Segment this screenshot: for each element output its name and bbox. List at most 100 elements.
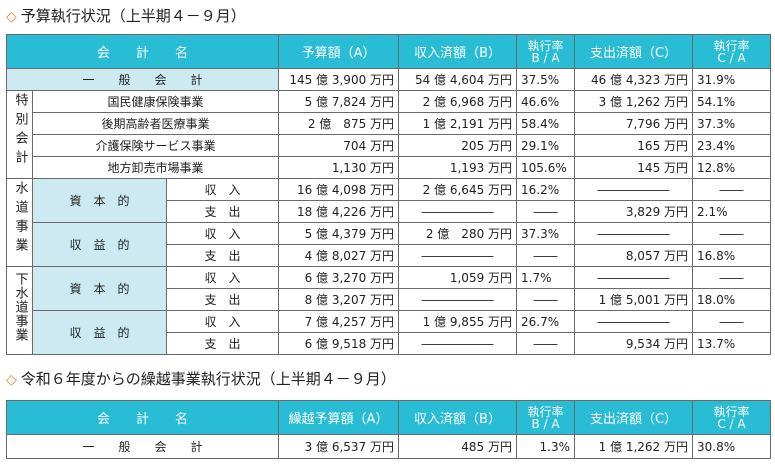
table-row-general: 一 般 会 計 3 億 6,537 万円 485 万円 1.3% 1 億 1,2… [6, 434, 771, 459]
revenue-cell: 1,059 万円 [398, 266, 518, 289]
expense-cell: ―――――― [574, 178, 694, 201]
budget-cell: 704 万円 [278, 134, 400, 157]
col-header-name: 会 計 名 [6, 400, 279, 435]
sub-label-income: 収 入 [165, 222, 280, 245]
col-header-expense: 支出済額（C） [574, 400, 693, 435]
sub-label-income: 収 入 [165, 266, 280, 289]
revenue-cell: 54 億 4,604 万円 [398, 68, 518, 91]
col-header-revenue: 収入済額（B） [398, 400, 517, 435]
col-header-name: 会 計 名 [5, 34, 280, 69]
header-row: 会 計 名 予算額（A） 収入済額（B） 執行率 B / A 支出済額（C） 執行… [5, 34, 772, 69]
rate-ca-cell: 16.8% [692, 244, 772, 267]
kind-label-capital: 資 本 的 [32, 266, 167, 311]
rate-ca-cell: ―― [692, 222, 772, 245]
table-row-water-2: 収 益 的 収 入 5 億 4,379 万円 2 億 280 万円 37.3% … [7, 222, 772, 267]
rate-ba-cell: 105.6% [516, 156, 576, 179]
rate-ca-cell: 37.3% [692, 112, 772, 135]
table-row-general: 一 般 会 計 145 億 3,900 万円 54 億 4,604 万円 37.… [5, 68, 772, 91]
table-row-sewer-2: 収 益 的 収 入 7 億 4,257 万円 1 億 9,855 万円 26.7… [7, 310, 772, 355]
revenue-cell: ―――――― [398, 288, 518, 311]
sub-label-income: 収 入 [165, 178, 280, 201]
row-label: 一 般 会 計 [6, 434, 279, 459]
rate-ba-cell: 37.5% [516, 68, 576, 91]
sub-label-expense: 支 出 [165, 244, 280, 267]
rate-ba-cell: ―― [516, 288, 576, 311]
revenue-cell: 485 万円 [398, 434, 517, 459]
revenue-cell: 1,193 万円 [398, 156, 518, 179]
rate-ba-cell: 37.3% [516, 222, 576, 245]
budget-cell: 145 億 3,900 万円 [278, 68, 400, 91]
rate-ba-cell: 29.1% [516, 134, 576, 157]
table-row-sewer-0: 下水道事業 資 本 的 収 入 6 億 3,270 万円 1,059 万円 1.… [6, 266, 772, 355]
table-row-water-3: 支 出 4 億 8,027 万円 ―――――― ―― 8,057 万円 16.8… [7, 244, 772, 267]
table-row-special-0: 特別会計 国民健康保険事業 5 億 7,824 万円 2 億 6,968 万円 … [6, 90, 772, 179]
col-header-budget: 予算額（A） [278, 34, 400, 69]
rate-ba-cell: 1.3% [516, 434, 575, 459]
row-label: 地方卸売市場事業 [31, 156, 280, 179]
rate-ca-cell: 12.8% [692, 156, 772, 179]
kind-label-profit: 収 益 的 [32, 310, 167, 355]
revenue-cell: ―――――― [398, 332, 518, 355]
expense-cell: ―――――― [574, 222, 694, 245]
expense-cell: 145 万円 [574, 156, 694, 179]
diamond-icon: ◇ [6, 372, 17, 388]
budget-execution-table: 会 計 名 予算額（A） 収入済額（B） 執行率 B / A 支出済額（C） 執行… [5, 34, 772, 355]
budget-cell: 1,130 万円 [278, 156, 400, 179]
expense-cell: ―――――― [574, 266, 694, 289]
col-header-rate-ba: 執行率 B / A [516, 34, 576, 69]
rate-ba-cell: ―― [516, 244, 576, 267]
col-header-rate-ca: 執行率 C / A [692, 400, 771, 435]
col-header-budget: 繰越予算額（A） [278, 400, 399, 435]
row-label: 一 般 会 計 [5, 68, 280, 91]
rate-ca-cell: ―― [692, 266, 772, 289]
rate-ba-cell: ―― [516, 200, 576, 223]
group-label-water: 水道事業 [6, 178, 33, 267]
section2-title: 令和６年度からの繰越事業執行状況（上半期４－９月） [20, 370, 396, 388]
budget-cell: 7 億 4,257 万円 [278, 310, 400, 333]
table-row-special-3: 地方卸売市場事業 1,130 万円 1,193 万円 105.6% 145 万円… [7, 156, 772, 179]
rate-ba-cell: 1.7% [516, 266, 576, 289]
revenue-cell: 2 億 280 万円 [398, 222, 518, 245]
col-header-rate-ba: 執行率 B / A [516, 400, 575, 435]
expense-cell: 3,829 万円 [574, 200, 694, 223]
sub-label-expense: 支 出 [165, 332, 280, 355]
kind-label-profit: 収 益 的 [32, 222, 167, 267]
section1-heading: ◇ 予算執行状況（上半期４－９月） [6, 5, 246, 26]
revenue-cell: ―――――― [398, 244, 518, 267]
rate-ba-cell: 46.6% [516, 90, 576, 113]
budget-cell: 3 億 6,537 万円 [278, 434, 399, 459]
sub-label-expense: 支 出 [165, 288, 280, 311]
rate-ba-cell: 26.7% [516, 310, 576, 333]
row-label: 介護保険サービス事業 [31, 134, 280, 157]
rate-ca-cell: 2.1% [692, 200, 772, 223]
rate-ca-cell: 18.0% [692, 288, 772, 311]
revenue-cell: 1 億 9,855 万円 [398, 310, 518, 333]
budget-cell: 5 億 4,379 万円 [278, 222, 400, 245]
budget-cell: 4 億 8,027 万円 [278, 244, 400, 267]
rate-ba-cell: 58.4% [516, 112, 576, 135]
revenue-cell: ―――――― [398, 200, 518, 223]
rate-ca-cell: 30.8% [692, 434, 771, 459]
revenue-cell: 1 億 2,191 万円 [398, 112, 518, 135]
section1-title: 予算執行状況（上半期４－９月） [20, 7, 246, 25]
expense-cell: 46 億 4,323 万円 [574, 68, 694, 91]
rate-ca-cell: 13.7% [692, 332, 772, 355]
expense-cell: 3 億 1,262 万円 [574, 90, 694, 113]
sub-label-income: 収 入 [165, 310, 280, 333]
table-row-water-1: 支 出 18 億 4,226 万円 ―――――― ―― 3,829 万円 2.1… [7, 200, 772, 223]
kind-label-capital: 資 本 的 [32, 178, 167, 223]
carryover-execution-table: 会 計 名 繰越予算額（A） 収入済額（B） 執行率 B / A 支出済額（C） … [6, 400, 771, 459]
rate-ba-cell: 16.2% [516, 178, 576, 201]
expense-cell: 9,534 万円 [574, 332, 694, 355]
expense-cell: 165 万円 [574, 134, 694, 157]
col-header-rate-ca: 執行率 C / A [692, 34, 772, 69]
rate-ba-cell: ―― [516, 332, 576, 355]
rate-ca-cell: ―― [692, 178, 772, 201]
group-label-special: 特別会計 [6, 90, 33, 179]
budget-cell: 6 億 3,270 万円 [278, 266, 400, 289]
expense-cell: 1 億 5,001 万円 [574, 288, 694, 311]
row-label: 国民健康保険事業 [31, 90, 280, 113]
section2-heading: ◇ 令和６年度からの繰越事業執行状況（上半期４－９月） [6, 368, 396, 389]
budget-cell: 8 億 3,207 万円 [278, 288, 400, 311]
rate-ca-cell: 31.9% [692, 68, 772, 91]
